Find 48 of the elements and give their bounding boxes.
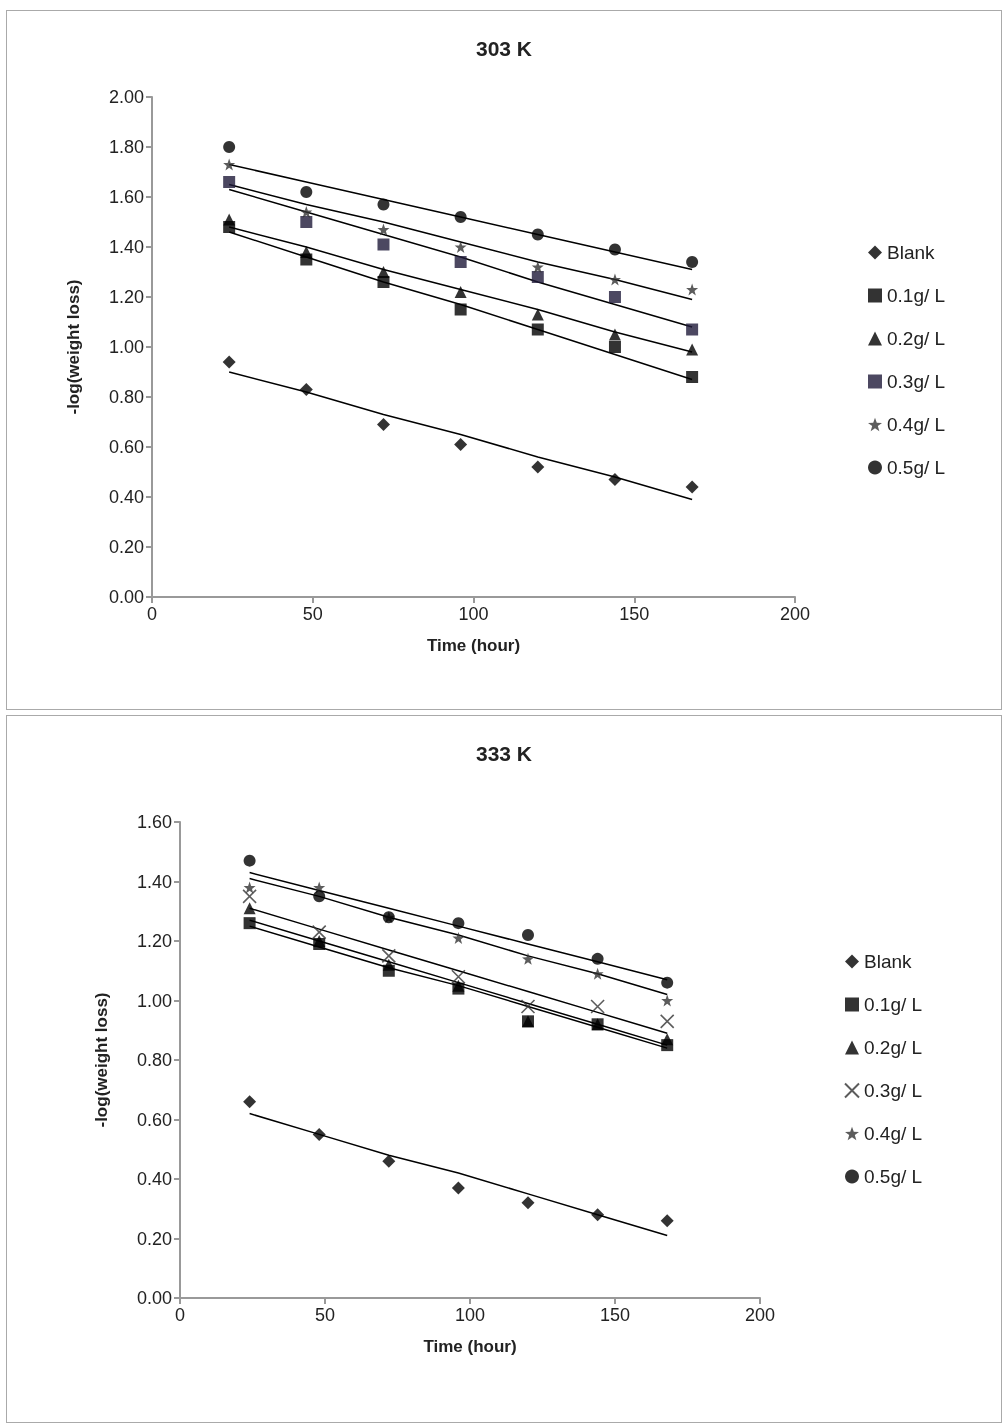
y-tick-label: 1.60 [108,187,144,207]
x-tick-label: 50 [302,604,323,624]
x-axis-title: Time (hour) [423,1337,517,1356]
y-tick-label: 1.80 [108,137,144,157]
y-tick-label: 0.80 [108,387,144,407]
legend-label: 0.4g/ L [887,414,946,435]
y-tick-label: 0.40 [136,1169,172,1189]
chart-title: 303 K [475,37,533,60]
x-axis-title: Time (hour) [426,636,521,655]
y-tick-label: 1.40 [108,237,144,257]
y-tick-label: 0.80 [136,1050,172,1070]
y-tick-label: 2.00 [108,87,144,107]
x-tick-label: 200 [744,1305,776,1325]
x-tick-label: 100 [454,1305,486,1325]
y-tick-label: 1.00 [108,337,144,357]
legend-label: 0.1g/ L [887,285,946,306]
chart-title: 333 K [475,742,533,765]
y-tick-label: 1.40 [136,871,172,892]
legend-label: 0.1g/ L [864,994,923,1015]
legend-label: 0.5g/ L [864,1166,923,1187]
y-tick-label: 0.00 [136,1288,172,1308]
y-tick-label: 1.20 [136,931,172,951]
y-tick-label: 0.20 [136,1228,172,1249]
x-tick-label: 200 [779,604,811,624]
legend-label: 0.2g/ L [887,328,946,349]
legend-label: 0.5g/ L [887,457,946,478]
x-tick-label: 0 [146,604,158,624]
y-axis-title: -log(weight loss) [92,992,111,1128]
y-tick-label: 0.60 [136,1109,172,1130]
legend-label: 0.2g/ L [864,1037,923,1058]
y-tick-label: 1.20 [108,287,144,307]
y-tick-label: 1.00 [136,990,172,1011]
x-tick-label: 150 [619,604,650,624]
y-tick-label: 0.60 [108,437,144,457]
x-tick-label: 50 [314,1305,336,1325]
legend-label: Blank [887,242,936,263]
x-tick-label: 0 [174,1305,186,1325]
y-axis-title: -log(weight loss) [64,279,83,415]
legend-label: 0.3g/ L [864,1080,923,1101]
legend-label: 0.3g/ L [887,371,946,392]
y-tick-label: 1.60 [136,812,172,832]
y-tick-label: 0.40 [108,487,144,507]
y-tick-label: 0.20 [108,537,144,557]
legend-label: 0.4g/ L [864,1123,923,1144]
y-tick-label: 0.00 [108,587,144,607]
legend-label: Blank [864,951,913,972]
x-tick-label: 150 [599,1305,631,1325]
x-tick-label: 100 [458,604,489,624]
